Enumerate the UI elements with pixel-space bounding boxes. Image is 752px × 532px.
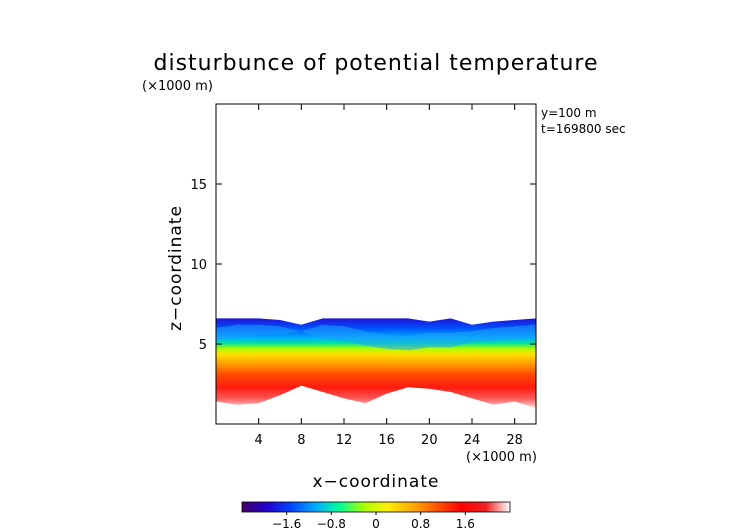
- x-tick-label: 20: [421, 433, 438, 448]
- interface-band: [216, 324, 536, 351]
- y-axis-label: z−coordinate: [166, 205, 186, 331]
- x-tick-label: 28: [506, 433, 523, 448]
- colorbar-tick-label: −0.8: [317, 517, 346, 531]
- y-tick-label: 15: [190, 178, 207, 193]
- chart-title: disturbunce of potential temperature: [154, 51, 599, 76]
- colorbar-tick-label: 0: [372, 517, 380, 531]
- temperature-field: [216, 318, 536, 408]
- colorbar-axis: −1.6 −0.8 0 0.8 1.6: [272, 512, 475, 531]
- annotation-t: t=169800 sec: [541, 122, 626, 136]
- colorbar-tick-label: −1.6: [272, 517, 301, 531]
- y-axis: 5 10 15: [190, 178, 536, 353]
- x-tick-label: 16: [378, 433, 395, 448]
- x-axis-unit: (×1000 m): [466, 450, 537, 465]
- colorbar-tick-label: 1.6: [456, 517, 475, 531]
- x-tick-label: 8: [297, 433, 305, 448]
- x-tick-label: 12: [336, 433, 353, 448]
- colorbar-tick-label: 0.8: [411, 517, 430, 531]
- x-tick-label: 24: [464, 433, 481, 448]
- annotation-y: y=100 m: [541, 106, 597, 120]
- y-tick-label: 10: [190, 258, 207, 273]
- y-axis-unit: (×1000 m): [142, 79, 213, 94]
- x-axis-label: x−coordinate: [313, 472, 440, 492]
- x-tick-label: 4: [255, 433, 263, 448]
- colorbar: [241, 501, 511, 513]
- y-tick-label: 5: [199, 338, 207, 353]
- x-axis: 4 8 12 16 20 24 28: [255, 104, 523, 448]
